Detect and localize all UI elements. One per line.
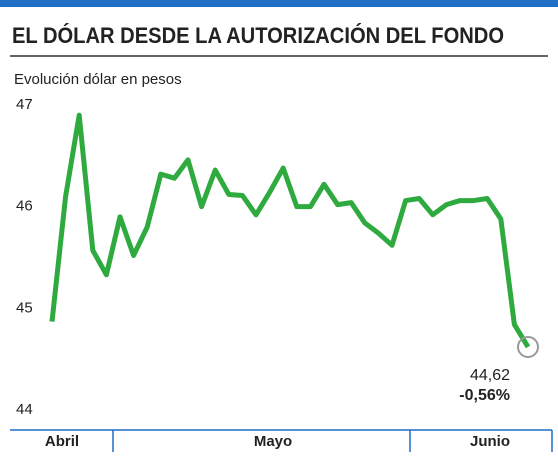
month-label: Junio — [470, 433, 510, 450]
month-label: Mayo — [254, 433, 292, 450]
value-label: 44,62 — [470, 367, 510, 384]
y-tick-label: 44 — [16, 401, 33, 418]
end-marker — [517, 335, 539, 358]
y-tick-label: 45 — [16, 299, 33, 316]
annotation: -0,56% — [459, 387, 510, 404]
chart-title: EL DÓLAR DESDE LA AUTORIZACIÓN DEL FONDO — [12, 23, 504, 48]
y-tick-label: 46 — [16, 198, 33, 215]
subtitle: Evolución dólar en pesos — [14, 71, 182, 88]
top-bar — [0, 0, 558, 7]
y-tick-label: 47 — [16, 96, 33, 113]
line — [49, 112, 531, 349]
month-label: Abril — [45, 433, 79, 450]
